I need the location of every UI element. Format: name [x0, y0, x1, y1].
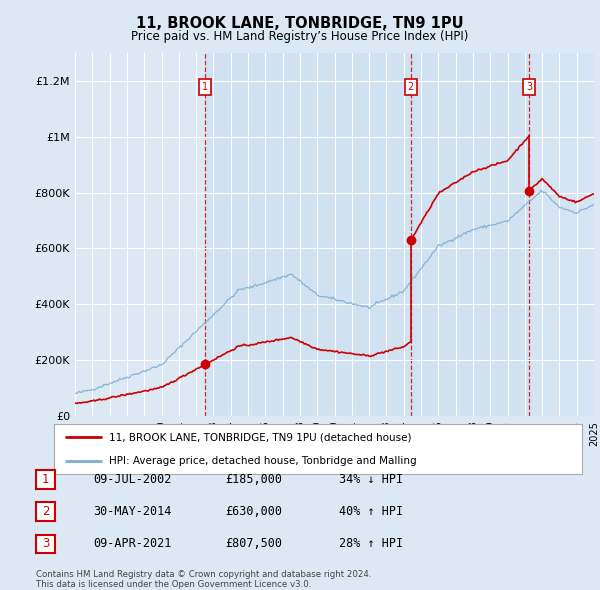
- Text: Contains HM Land Registry data © Crown copyright and database right 2024.: Contains HM Land Registry data © Crown c…: [36, 570, 371, 579]
- Text: 2: 2: [407, 81, 414, 91]
- Bar: [411, 53, 529, 416]
- Text: 3: 3: [526, 81, 533, 91]
- Text: 1: 1: [202, 81, 208, 91]
- Text: This data is licensed under the Open Government Licence v3.0.: This data is licensed under the Open Gov…: [36, 579, 311, 589]
- Bar: [205, 53, 411, 416]
- Text: 40% ↑ HPI: 40% ↑ HPI: [339, 505, 403, 518]
- Text: 34% ↓ HPI: 34% ↓ HPI: [339, 473, 403, 486]
- Text: 30-MAY-2014: 30-MAY-2014: [93, 505, 172, 518]
- Text: 2: 2: [42, 505, 49, 518]
- Text: £185,000: £185,000: [225, 473, 282, 486]
- Text: 28% ↑ HPI: 28% ↑ HPI: [339, 537, 403, 550]
- Text: £630,000: £630,000: [225, 505, 282, 518]
- Text: 09-JUL-2002: 09-JUL-2002: [93, 473, 172, 486]
- Text: 11, BROOK LANE, TONBRIDGE, TN9 1PU: 11, BROOK LANE, TONBRIDGE, TN9 1PU: [136, 16, 464, 31]
- Text: HPI: Average price, detached house, Tonbridge and Malling: HPI: Average price, detached house, Tonb…: [109, 456, 417, 466]
- Text: 1: 1: [42, 473, 49, 486]
- Text: 09-APR-2021: 09-APR-2021: [93, 537, 172, 550]
- Text: Price paid vs. HM Land Registry’s House Price Index (HPI): Price paid vs. HM Land Registry’s House …: [131, 30, 469, 43]
- Bar: [529, 53, 594, 416]
- Text: £807,500: £807,500: [225, 537, 282, 550]
- Text: 3: 3: [42, 537, 49, 550]
- Text: 11, BROOK LANE, TONBRIDGE, TN9 1PU (detached house): 11, BROOK LANE, TONBRIDGE, TN9 1PU (deta…: [109, 432, 412, 442]
